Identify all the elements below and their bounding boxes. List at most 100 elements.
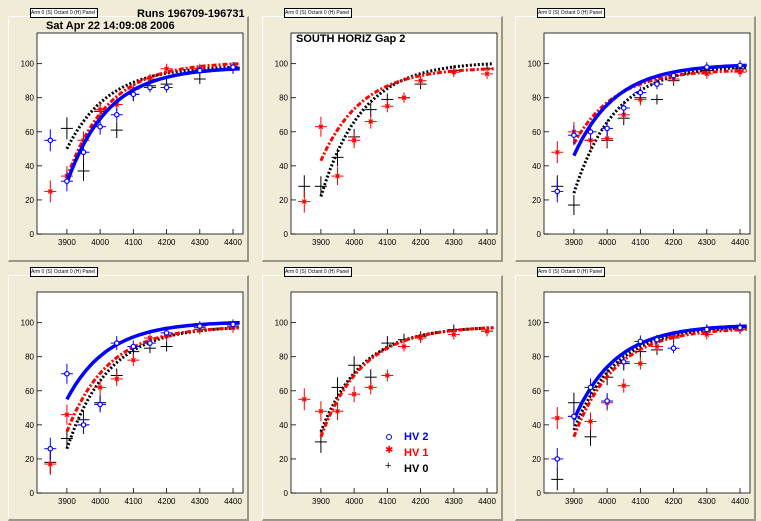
y-tick-label: 0 — [537, 489, 542, 498]
y-tick-label: 40 — [279, 421, 288, 430]
data-point-hv1 — [298, 190, 311, 213]
legend-label-hv0: HV 0 — [404, 463, 429, 475]
data-point-hv2 — [584, 378, 597, 397]
x-tick-label: 4000 — [345, 238, 363, 247]
data-point-hv1 — [381, 100, 394, 113]
star-marker-icon: ✱ — [385, 445, 394, 456]
data-point-hv2 — [227, 62, 240, 73]
data-point-hv1 — [110, 371, 123, 386]
data-point-hv2 — [617, 354, 630, 369]
y-tick-label: 100 — [275, 60, 289, 69]
data-point-hv2 — [60, 363, 73, 384]
x-tick-label: 4200 — [158, 238, 176, 247]
x-tick-label: 4000 — [598, 238, 616, 247]
panel-title: Arm 0 (S) Octant 0 (H) Panel 2 — [537, 8, 605, 18]
data-point-hv2 — [44, 437, 57, 460]
x-tick-label: 4300 — [698, 238, 716, 247]
data-point-hv1 — [447, 67, 460, 78]
fit-curve-hv0 — [319, 62, 494, 197]
data-point-hv2 — [584, 122, 597, 141]
plus-marker-icon: + — [385, 460, 392, 472]
x-tick-label: 3900 — [312, 497, 330, 506]
y-tick-label: 100 — [528, 319, 542, 328]
data-point-hv1 — [331, 402, 344, 421]
data-point-hv0 — [77, 160, 90, 181]
data-point-hv2 — [601, 393, 614, 410]
x-tick-label: 3900 — [565, 238, 583, 247]
x-tick-label: 4200 — [412, 497, 430, 506]
plot-panel-1: 0 20 40 60 80 100 3900 4000 4100 4200 4300 4400 Arm … — [262, 6, 503, 262]
data-point-hv0 — [551, 468, 564, 491]
y-tick-label: 60 — [532, 387, 541, 396]
data-point-hv2 — [44, 129, 57, 152]
data-point-hv1 — [481, 68, 494, 79]
plot-frame: 0 20 40 60 80 100 3900 4000 4100 4200 4300 4400 — [515, 275, 756, 521]
x-tick-label: 4100 — [124, 497, 142, 506]
x-tick-label: 3900 — [58, 238, 76, 247]
plot-panel-3: 0 20 40 60 80 100 3900 4000 4100 4200 4300 4400 Arm … — [8, 265, 249, 521]
data-point-hv1 — [314, 116, 327, 137]
y-tick-label: 80 — [25, 94, 34, 103]
data-point-hv2 — [77, 415, 90, 434]
legend: HV 2 ✱ HV 1 + HV 0 — [380, 431, 460, 477]
y-tick-label: 100 — [21, 319, 35, 328]
data-point-hv2 — [634, 335, 647, 348]
x-tick-label: 4200 — [665, 497, 683, 506]
x-tick-label: 3900 — [312, 238, 330, 247]
data-point-hv2 — [160, 82, 173, 93]
fit-curve-hv2 — [65, 67, 240, 184]
data-point-hv1 — [397, 341, 410, 352]
x-tick-label: 4100 — [378, 497, 396, 506]
plot-svg: 0 20 40 60 80 100 3900 4000 4100 4200 4300 4400 — [21, 32, 244, 247]
data-point-hv1 — [348, 132, 361, 149]
x-tick-label: 4400 — [478, 238, 496, 247]
data-point-hv0 — [331, 148, 344, 167]
plot-frame: 0 20 40 60 80 100 3900 4000 4100 4200 4300 4400 — [8, 16, 249, 262]
data-point-hv2 — [567, 406, 580, 427]
fit-curve-hv0 — [65, 65, 240, 150]
y-tick-label: 0 — [284, 230, 289, 239]
runs-label: Runs 196709-196731 — [137, 8, 245, 20]
x-tick-label: 4400 — [478, 497, 496, 506]
data-point-hv2 — [551, 180, 564, 203]
y-tick-label: 60 — [25, 128, 34, 137]
x-tick-label: 3900 — [58, 497, 76, 506]
fit-curve-hv1 — [319, 326, 494, 438]
data-point-hv2 — [700, 324, 713, 335]
legend-item-hv0: + HV 0 — [380, 460, 460, 477]
data-point-hv1 — [447, 329, 460, 340]
y-tick-label: 40 — [279, 162, 288, 171]
panel-title: Arm 0 (S) Octant 0 (H) Panel 3 — [537, 267, 605, 277]
data-point-hv2 — [60, 171, 73, 192]
x-tick-label: 4300 — [445, 497, 463, 506]
data-point-hv0 — [567, 195, 580, 216]
fit-curve-hv1 — [572, 328, 747, 438]
fit-curve-hv2 — [572, 63, 747, 157]
data-point-hv2 — [160, 327, 173, 338]
plot-frame: 0 20 40 60 80 100 3900 4000 4100 4200 4300 4400 — [8, 275, 249, 521]
x-tick-label: 4400 — [224, 238, 242, 247]
plot-panel-5: 0 20 40 60 80 100 3900 4000 4100 4200 4300 4400 Arm … — [515, 265, 756, 521]
y-tick-label: 100 — [21, 60, 35, 69]
plot-svg: 0 20 40 60 80 100 3900 4000 4100 4200 4300 4400 — [275, 32, 498, 247]
y-tick-label: 80 — [532, 94, 541, 103]
plot-area — [290, 32, 498, 235]
y-tick-label: 20 — [532, 455, 541, 464]
data-point-hv1 — [414, 332, 427, 343]
data-point-hv2 — [77, 143, 90, 162]
y-tick-label: 0 — [30, 489, 35, 498]
plot-svg: 0 20 40 60 80 100 3900 4000 4100 4200 4300 4400 — [21, 291, 244, 506]
data-point-hv2 — [94, 118, 107, 135]
x-tick-label: 4000 — [345, 497, 363, 506]
x-tick-label: 4300 — [191, 238, 209, 247]
data-point-hv2 — [734, 60, 747, 71]
y-tick-label: 80 — [25, 353, 34, 362]
x-tick-label: 4000 — [91, 238, 109, 247]
data-point-hv0 — [60, 428, 73, 449]
data-point-hv0 — [364, 102, 377, 117]
panel-gap-label: SOUTH HORIZ Gap 2 — [296, 33, 406, 45]
data-point-hv0 — [314, 176, 327, 197]
x-tick-label: 4400 — [731, 497, 749, 506]
data-point-hv2 — [110, 107, 123, 122]
